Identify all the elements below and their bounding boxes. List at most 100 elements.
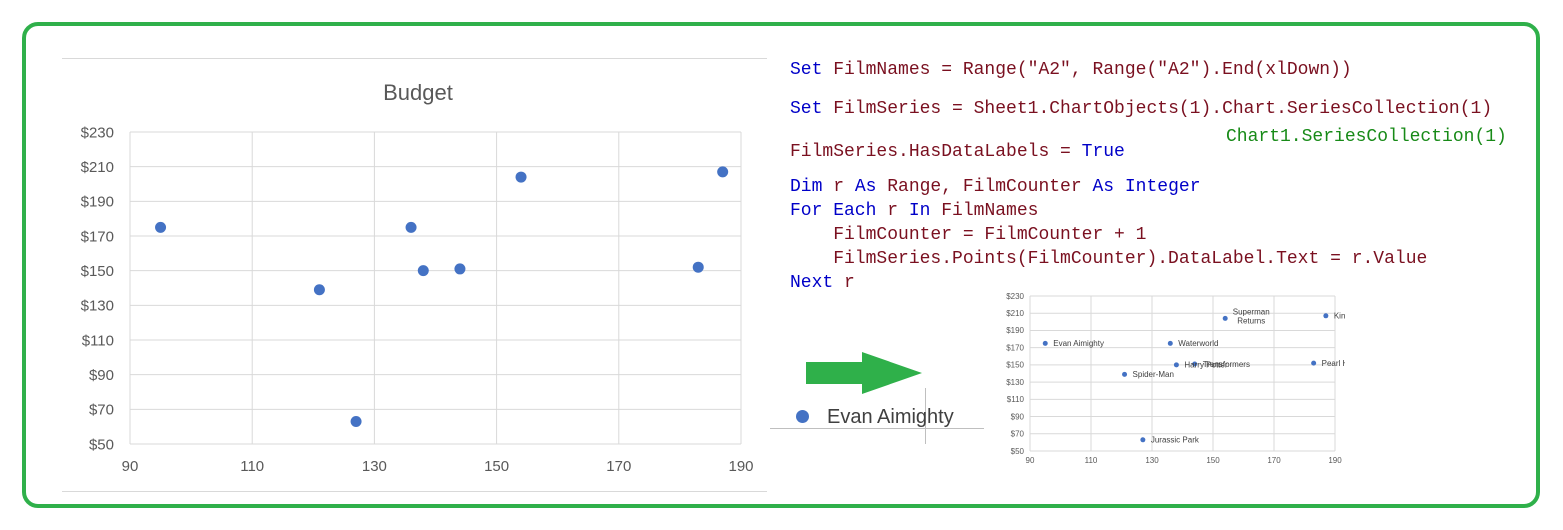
demo-marker: [796, 410, 809, 423]
y-tick-label: $230: [81, 124, 114, 141]
data-label: Evan Aimighty: [1053, 339, 1104, 348]
code-keyword: Integer: [1114, 177, 1201, 197]
mini-x-axis-tick-labels: 90 110 130 150 170 190: [1026, 456, 1343, 465]
data-point: [405, 221, 417, 233]
x-tick-label: 170: [1267, 456, 1281, 465]
y-tick-label: $190: [1006, 326, 1024, 335]
y-tick-label: $190: [81, 194, 114, 211]
code-line-1: Set FilmNames = Range("A2", Range("A2").…: [790, 58, 1352, 82]
data-point: [1222, 315, 1228, 321]
vba-code-block: Set FilmNames = Range("A2", Range("A2").…: [790, 58, 1492, 293]
code-line-6: FilmCounter = FilmCounter + 1: [790, 225, 1147, 245]
code-line-4: Dim r As Range, FilmCounter As Integer: [790, 175, 1201, 199]
code-keyword: Set: [790, 99, 823, 119]
y-tick-label: $230: [1006, 292, 1024, 301]
y-tick-label: $50: [89, 436, 114, 453]
y-tick-label: $130: [1006, 378, 1024, 387]
labeled-chart-thumbnail: $50 $70 $90 $110 $130 $150 $170 $190 $210 $230 90…: [995, 288, 1371, 468]
code-keyword: Dim: [790, 177, 823, 197]
data-label: King Kong: [1334, 312, 1345, 321]
data-point: [1311, 360, 1317, 366]
y-tick-label: $110: [1007, 395, 1025, 404]
x-tick-label: 90: [122, 458, 139, 475]
data-label: Superman Returns: [1233, 307, 1270, 325]
code-line-7: FilmSeries.Points(FilmCounter).DataLabel…: [790, 249, 1428, 269]
data-point: [313, 284, 325, 296]
code-text: FilmNames: [930, 201, 1039, 221]
code-keyword: As: [854, 177, 877, 197]
data-point: [692, 261, 704, 273]
x-tick-label: 130: [362, 458, 387, 475]
code-text: FilmSeries.HasDataLabels =: [790, 142, 1082, 162]
chart-title: Budget: [383, 80, 453, 105]
data-point: [155, 221, 167, 233]
data-label-demo: Evan Aimighty: [770, 388, 984, 444]
data-label: Harry Potter: [1184, 361, 1227, 370]
data-point: [350, 415, 362, 427]
green-frame: [22, 22, 1540, 508]
code-keyword: Set: [790, 60, 823, 80]
x-tick-label: 190: [1328, 456, 1342, 465]
budget-chart-panel: Budget $50 $70 $90 $110 $130 $150 $170 $190 $210…: [62, 58, 767, 492]
data-point: [1042, 340, 1048, 346]
right-arrow-icon: [806, 352, 922, 394]
code-line-8: Next r: [790, 271, 855, 295]
y-tick-label: $110: [82, 332, 114, 349]
code-keyword: In: [908, 201, 931, 221]
data-label: Spider-Man: [1133, 370, 1174, 379]
mini-data-labels: Evan Aimighty Spider-Man Jurassic Park Wate…: [1053, 307, 1371, 445]
y-tick-label: $210: [81, 159, 114, 176]
x-axis-tick-labels: 90 110 130 150 170 190: [122, 458, 754, 475]
x-tick-label: 170: [606, 458, 631, 475]
data-label: Jurassic Park: [1151, 436, 1200, 445]
code-keyword: True: [1081, 142, 1125, 162]
data-point: [1140, 437, 1146, 443]
x-tick-label: 150: [484, 458, 509, 475]
data-label: Transformers: [1203, 360, 1250, 369]
x-tick-label: 190: [728, 458, 753, 475]
code-text: r: [833, 273, 855, 293]
x-tick-label: 130: [1145, 456, 1159, 465]
mini-data-points: [1042, 313, 1329, 443]
x-tick-label: 110: [240, 458, 264, 475]
data-point: [717, 166, 729, 178]
data-point: [417, 265, 429, 277]
data-label: Pearl Harbor: [1322, 359, 1345, 368]
data-label: Waterworld: [1178, 339, 1218, 348]
data-point: [1167, 340, 1173, 346]
x-tick-label: 90: [1026, 456, 1035, 465]
labeled-scatter-chart: $50 $70 $90 $110 $130 $150 $170 $190 $210 $230 90…: [1006, 292, 1371, 465]
y-tick-label: $170: [81, 228, 114, 245]
y-tick-label: $170: [1006, 343, 1024, 352]
data-point: [515, 171, 527, 183]
y-tick-label: $210: [1006, 309, 1024, 318]
y-tick-label: $150: [81, 263, 114, 280]
y-tick-label: $70: [1011, 430, 1025, 439]
code-keyword: As: [1092, 177, 1115, 197]
code-text: FilmNames = Range("A2", Range("A2").End(…: [822, 60, 1352, 80]
demo-gridline: [770, 428, 984, 429]
code-text: r: [876, 201, 909, 221]
demo-gridline-vertical: [925, 388, 926, 444]
y-tick-label: $150: [1006, 361, 1024, 370]
data-point: [1122, 371, 1128, 377]
data-point: [454, 263, 466, 275]
code-comment: Chart1.SeriesCollection(1): [1226, 127, 1507, 147]
code-line-2: Set FilmSeries = Sheet1.ChartObjects(1).…: [790, 97, 1492, 121]
y-tick-label: $70: [89, 402, 114, 419]
code-line-3: FilmSeries.HasDataLabels = True: [790, 140, 1125, 164]
demo-data-label: Evan Aimighty: [827, 406, 954, 428]
y-tick-label: $130: [81, 298, 114, 315]
x-tick-label: 150: [1206, 456, 1220, 465]
code-line-5: For Each r In FilmNames: [790, 199, 1038, 223]
x-tick-label: 110: [1085, 456, 1098, 465]
code-text: FilmSeries = Sheet1.ChartObjects(1).Char…: [822, 99, 1493, 119]
data-point: [1173, 362, 1179, 368]
chart-gridlines: [129, 131, 742, 445]
code-text: r: [822, 177, 855, 197]
y-axis-tick-labels: $50 $70 $90 $110 $130 $150 $170 $190 $210 $230: [81, 124, 114, 453]
y-tick-label: $90: [1011, 412, 1025, 421]
data-point: [1192, 361, 1198, 367]
y-tick-label: $50: [1011, 447, 1025, 456]
y-tick-label: $90: [89, 367, 114, 384]
